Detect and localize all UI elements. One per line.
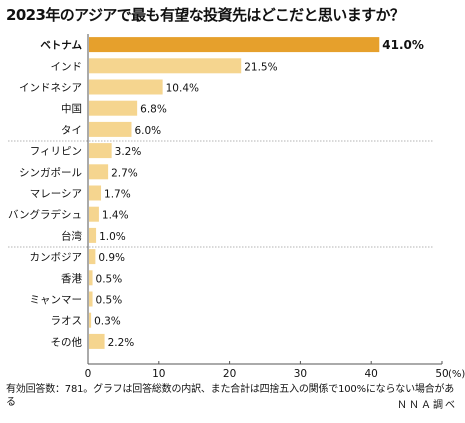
bar (89, 270, 93, 286)
category-label: シンガポール (19, 167, 82, 179)
value-label: 1.4% (102, 210, 129, 222)
category-label: インド (51, 61, 83, 73)
bar (89, 227, 97, 243)
bar (89, 185, 102, 201)
value-label: 41.0% (382, 38, 424, 52)
category-label: インドネシア (19, 82, 82, 94)
bar (89, 206, 99, 222)
value-label: 0.5% (96, 295, 123, 307)
x-unit-label: (%) (448, 369, 465, 380)
category-label: ベトナム (40, 40, 82, 52)
bar (89, 312, 92, 328)
x-tick-label: 10 (152, 368, 165, 380)
category-label: バングラデシュ (8, 208, 82, 221)
x-tick-label: 40 (365, 368, 378, 380)
category-label: その他 (51, 335, 83, 348)
source-credit: ＮＮＡ調べ (397, 400, 457, 411)
value-label: 1.7% (104, 189, 131, 201)
bar (89, 164, 109, 180)
footnote: 有効回答数：781。グラフは回答総数の内訳、また合計は四捨五入の関係で100%に… (6, 384, 455, 408)
bar (89, 121, 132, 137)
value-label: 0.3% (94, 316, 121, 328)
bar (89, 100, 138, 116)
bar (89, 79, 163, 95)
value-label: 6.8% (140, 104, 167, 116)
category-label: 香港 (61, 273, 82, 285)
category-label: ミャンマー (30, 294, 83, 306)
category-label: 台湾 (61, 229, 82, 242)
value-label: 0.5% (96, 273, 123, 285)
x-tick-label: 30 (294, 368, 307, 380)
value-label: 21.5% (244, 61, 277, 73)
chart-title: 2023年のアジアで最も有望な投資先はどこだと思いますか？ (6, 6, 405, 24)
value-label: 2.7% (111, 167, 138, 179)
bar (89, 333, 105, 349)
category-label: フィリピン (30, 146, 82, 158)
x-tick-label: 0 (85, 368, 92, 380)
category-label: マレーシア (30, 188, 82, 200)
value-label: 0.9% (98, 252, 125, 264)
bar (89, 37, 380, 53)
bar (89, 291, 93, 307)
value-label: 1.0% (99, 231, 126, 243)
bar (89, 143, 112, 159)
x-tick-label: 50 (435, 368, 448, 380)
value-label: 6.0% (134, 125, 161, 137)
bar (89, 249, 96, 265)
bar (89, 58, 242, 74)
value-label: 10.4% (166, 83, 199, 95)
value-label: 2.2% (108, 337, 135, 349)
category-label: 中国 (61, 102, 82, 115)
category-label: タイ (61, 124, 82, 136)
x-tick-label: 20 (223, 368, 236, 380)
category-label: カンボジア (30, 252, 83, 264)
value-label: 3.2% (115, 146, 142, 158)
category-label: ラオス (51, 315, 83, 327)
